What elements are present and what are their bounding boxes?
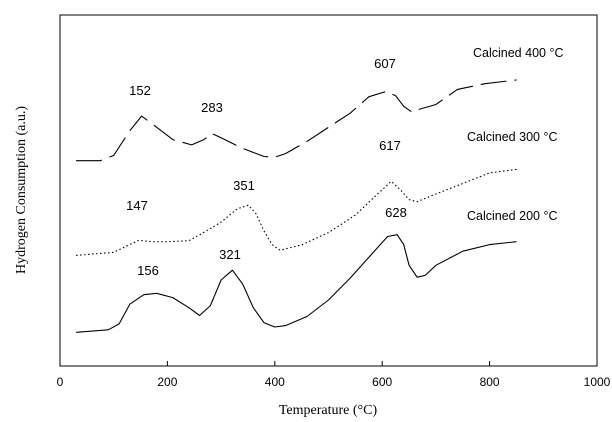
peak-label-607: 607 (374, 56, 396, 71)
curves-group (76, 79, 517, 333)
series-line-400 (76, 79, 517, 162)
x-tick-label-1000: 1000 (584, 375, 611, 389)
peak-label-617: 617 (379, 138, 401, 153)
peak-label-283: 283 (201, 100, 223, 115)
series-label-200: Calcined 200 °C (467, 209, 557, 223)
x-tick-label-0: 0 (57, 375, 64, 389)
series-line-200 (76, 234, 517, 333)
x-tick-label-600: 600 (372, 375, 392, 389)
x-tick-label-200: 200 (157, 375, 177, 389)
series-label-300: Calcined 300 °C (467, 130, 557, 144)
peak-label-156: 156 (137, 263, 159, 278)
x-tick-label-800: 800 (480, 375, 500, 389)
x-axis-title: Temperature (°C) (279, 403, 378, 418)
series-label-400: Calcined 400 °C (473, 46, 563, 60)
peak-label-152: 152 (129, 83, 151, 98)
peak-label-321: 321 (219, 247, 241, 262)
x-axis: 0 200 400 600 800 1000 (57, 361, 611, 389)
peak-label-147: 147 (126, 198, 148, 213)
peak-label-351: 351 (233, 178, 255, 193)
peak-label-628: 628 (385, 205, 407, 220)
series-labels: Calcined 400 °C Calcined 300 °C Calcined… (467, 46, 563, 223)
peak-labels: 152 283 607 147 351 617 156 321 628 (126, 56, 407, 278)
plot-frame (59, 14, 598, 367)
x-tick-label-400: 400 (265, 375, 285, 389)
y-axis-title: Hydrogen Consumption (a.u.) (14, 106, 29, 274)
